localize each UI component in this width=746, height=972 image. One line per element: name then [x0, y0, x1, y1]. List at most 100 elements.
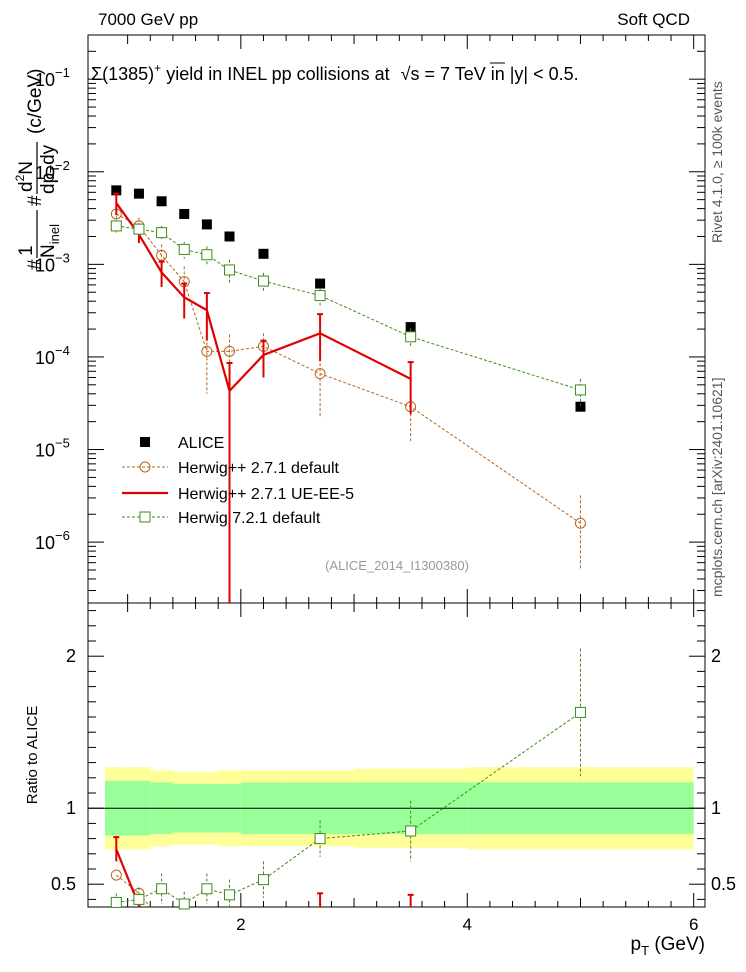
alice-point — [133, 188, 144, 199]
ylabel-one: 1 — [16, 245, 37, 256]
alice-point — [315, 278, 326, 289]
h721-ratio-point — [110, 896, 122, 908]
main-y-tick-label: 10−6 — [35, 528, 70, 553]
title-text: yield in INEL pp collisions at — [161, 64, 394, 84]
tick-base: 10 — [35, 70, 55, 90]
ylabel-d2n: d2N — [13, 161, 37, 192]
ylabel-n: N — [38, 244, 59, 258]
h721-ratio-point — [574, 706, 586, 718]
main-y-tick-label: 10−4 — [35, 343, 70, 368]
h721-ratio-point — [405, 825, 417, 837]
legend-h271ue-label: Herwig++ 2.7.1 UE-EE-5 — [178, 486, 354, 503]
tick-exponent: −2 — [55, 158, 70, 173]
ratio-y-tick-label: 0.5 — [51, 874, 76, 894]
ratio-y-tick-label-right: 0.5 — [711, 874, 736, 894]
h721-ratio-point — [201, 883, 213, 895]
x-axis-label: pT (GeV) — [631, 934, 705, 958]
header-category-label: Soft QCD — [617, 10, 690, 29]
ylabel-dpt-dy: dpTdy — [38, 144, 62, 194]
tick-base: 10 — [35, 441, 55, 461]
legend-alice-marker — [140, 437, 150, 447]
h271-point — [156, 249, 168, 261]
x-tick-label: 6 — [689, 915, 698, 934]
h721-point — [574, 384, 586, 396]
ratio-y-label: Ratio to ALICE — [24, 706, 41, 804]
x-tick-label: 2 — [236, 915, 245, 934]
legend-h271-label: Herwig++ 2.7.1 default — [178, 460, 340, 477]
h721-ratio-point — [178, 898, 190, 910]
legend-h721-marker — [139, 511, 151, 523]
ylabel-t-subscript: T — [47, 165, 62, 173]
mcplots-label: mcplots.cern.ch [arXiv:2401.10621] — [709, 378, 725, 597]
h721-point — [133, 223, 145, 235]
ratio-y-tick-label: 1 — [66, 798, 76, 818]
series-layer — [110, 185, 586, 910]
tick-exponent: −1 — [55, 65, 70, 80]
title-sqrt-s: √s — [401, 64, 420, 84]
ratio-y-tick-label-right: 2 — [711, 646, 721, 666]
tick-base: 10 — [35, 163, 55, 183]
h721-point — [405, 331, 417, 343]
alice-point — [575, 401, 586, 412]
h271-point — [201, 345, 213, 357]
tick-base: 10 — [35, 348, 55, 368]
ylabel-hash-2: # — [25, 195, 46, 206]
tick-base: 10 — [35, 255, 55, 275]
header-energy-label: 7000 GeV pp — [98, 10, 198, 29]
ylabel-units: (c/GeV) — [25, 69, 46, 134]
h721-ratio-point — [314, 833, 326, 845]
plot-title: Σ(1385)+ yield in INEL pp collisions at … — [91, 61, 579, 84]
h721-point — [257, 275, 269, 287]
ylabel-n-numerator: N — [16, 161, 37, 175]
h271-point — [314, 368, 326, 380]
main-y-tick-label: 10−2 — [35, 158, 70, 183]
alice-point — [258, 248, 269, 259]
alice-point — [201, 219, 212, 230]
x-tick-label: 4 — [463, 915, 472, 934]
h721-point — [178, 243, 190, 255]
h721-ratio-line — [116, 712, 581, 905]
ratio-uncertainty-bands — [88, 767, 705, 850]
h721-point — [110, 220, 122, 232]
title-energy-rapidity: = 7 TeV in |y| < 0.5. — [420, 64, 579, 84]
ylabel-ninel: Ninel — [38, 224, 62, 258]
h721-ratio-point — [224, 889, 236, 901]
legend-alice-label: ALICE — [178, 435, 224, 452]
h721-ratio-point — [133, 893, 145, 905]
legend-h271-marker — [139, 461, 151, 473]
ratio-axis: 2 4 6 0.5 0.5 1 1 2 2 — [51, 603, 736, 934]
xlabel-units: (GeV) — [649, 934, 705, 955]
ylabel-hash: # — [25, 259, 46, 270]
ylabel-d-superscript: 2 — [13, 174, 27, 181]
tick-exponent: −4 — [55, 343, 70, 358]
main-y-tick-label: 10−5 — [35, 436, 70, 461]
tick-base: 10 — [35, 533, 55, 553]
alice-point — [405, 322, 416, 333]
h721-ratio-point — [257, 874, 269, 886]
legend: ALICE Herwig++ 2.7.1 default Herwig++ 2.… — [122, 435, 354, 527]
alice-point — [111, 185, 122, 196]
h271-ratio-line — [115, 874, 151, 908]
alice-point — [156, 196, 167, 207]
h721-point — [224, 264, 236, 276]
title-sigma-charge: + — [154, 61, 161, 75]
main-y-tick-label: 10−1 — [35, 65, 70, 90]
ratio-y-tick-label: 2 — [66, 646, 76, 666]
h721-ratio-point — [156, 883, 168, 895]
ylabel-dp: dp — [38, 173, 59, 194]
tick-exponent: −3 — [55, 250, 70, 265]
h721-point — [201, 249, 213, 261]
main-y-label: # 1 Ninel # d2N dpTdy (c/GeV) — [13, 69, 62, 270]
ratio-y-tick-label-right: 1 — [711, 798, 721, 818]
tick-exponent: −6 — [55, 528, 70, 543]
ratio-panel-frame — [87, 602, 706, 908]
main-axis: 10−110−210−310−410−510−6 — [35, 35, 705, 603]
h721-line — [116, 225, 581, 391]
h271-point — [224, 345, 236, 357]
tick-exponent: −5 — [55, 436, 70, 451]
ylabel-d: d — [16, 181, 37, 192]
xlabel-t-subscript: T — [641, 943, 649, 958]
rivet-version-label: Rivet 4.1.0, ≥ 100k events — [709, 81, 725, 243]
h271-ratio-point — [110, 869, 122, 881]
